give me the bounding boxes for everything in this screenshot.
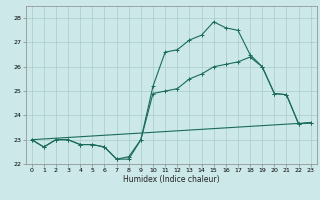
X-axis label: Humidex (Indice chaleur): Humidex (Indice chaleur) [123, 175, 220, 184]
